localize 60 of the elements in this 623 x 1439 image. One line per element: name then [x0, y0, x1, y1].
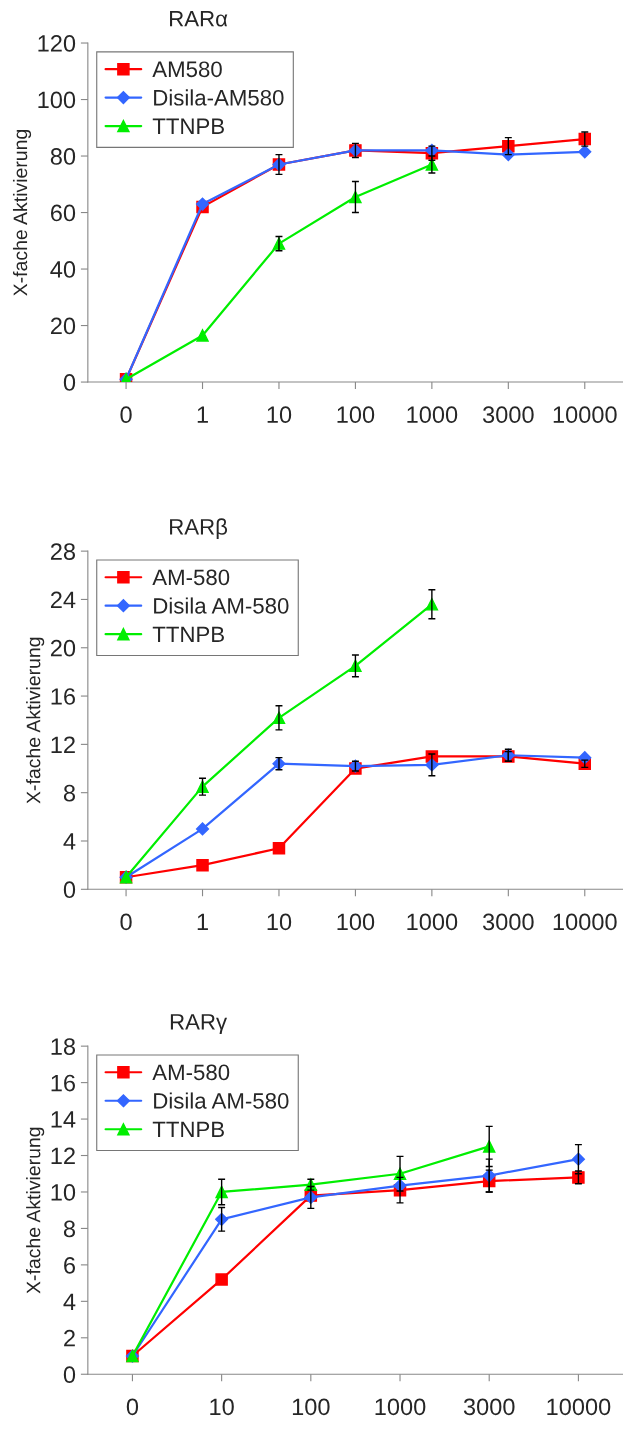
y-tick-label: 2: [64, 1329, 75, 1347]
x-tick-label: 1: [197, 913, 208, 931]
y-tick-label: 16: [51, 688, 75, 705]
x-tick-label: 3000: [482, 913, 534, 931]
y-tick-label: 8: [63, 1220, 76, 1238]
x-tick-label: 10000: [553, 406, 617, 424]
legend-label: TTNPB: [152, 118, 224, 134]
x-tick-label: 100: [292, 1398, 330, 1416]
y-tick-label: 40: [50, 261, 76, 278]
x-tick-label: 0: [126, 1398, 139, 1416]
x-tick-label: 100: [337, 406, 375, 424]
x-tick-label: 10000: [547, 1398, 611, 1416]
y-tick-label: 14: [51, 1111, 76, 1128]
x-tick-label: 100: [337, 913, 375, 931]
y-tick-label: 8: [63, 784, 76, 802]
legend-label: AM580: [152, 61, 222, 78]
x-tick-label: 1000: [407, 913, 458, 931]
y-tick-label: 4: [63, 833, 76, 850]
x-tick-label: 10: [267, 913, 292, 931]
y-tick-label: 0: [63, 1366, 76, 1384]
chart-title: RARα: [170, 11, 228, 27]
y-tick-label: 20: [50, 317, 76, 335]
y-tick-label: 12: [51, 1147, 75, 1165]
y-tick-label: 80: [50, 148, 76, 165]
y-tick-label: 100: [38, 91, 76, 109]
x-tick-label: 0: [120, 913, 132, 931]
x-tick-label: 3000: [463, 1398, 515, 1416]
x-tick-label: 3000: [482, 406, 534, 424]
legend-label: Disila AM-580: [154, 1092, 289, 1109]
y-axis-title: X-fache Aktivierung: [26, 637, 45, 804]
x-tick-label: 1: [197, 406, 208, 423]
y-tick-label: 18: [51, 1038, 76, 1055]
legend-label: AM-580: [152, 1064, 230, 1081]
y-tick-label: 20: [50, 639, 76, 657]
x-tick-label: 0: [120, 406, 132, 424]
y-tick-label: 4: [63, 1293, 76, 1310]
y-tick-label: 10: [51, 1184, 76, 1201]
y-tick-label: 28: [50, 543, 76, 560]
y-tick-label: 120: [38, 35, 76, 52]
y-tick-label: 6: [64, 1256, 75, 1274]
y-tick-label: 16: [51, 1074, 75, 1092]
x-tick-label: 10: [210, 1398, 234, 1416]
x-tick-label: 1000: [407, 406, 458, 424]
chart-title: RARβ: [170, 518, 228, 540]
legend-label: TTNPB: [152, 1121, 224, 1138]
y-tick-label: 0: [63, 881, 76, 899]
y-tick-label: 12: [51, 736, 75, 753]
y-tick-label: 0: [63, 374, 76, 391]
y-axis-title: X-fache Aktivierung: [12, 130, 32, 296]
y-axis-title: X-fache Aktivierung: [26, 1127, 45, 1294]
chart-title: RARγ: [170, 1014, 228, 1035]
y-tick-label: 60: [50, 204, 76, 222]
y-tick-label: 24: [50, 591, 76, 608]
legend-label: AM-580: [152, 569, 230, 586]
legend-label: Disila AM-580: [154, 597, 289, 614]
legend-label: TTNPB: [152, 626, 224, 643]
x-tick-label: 1000: [375, 1398, 426, 1416]
legend-label: Disila-AM580: [154, 89, 284, 106]
x-tick-label: 10: [267, 406, 292, 424]
x-tick-label: 10000: [553, 913, 617, 931]
